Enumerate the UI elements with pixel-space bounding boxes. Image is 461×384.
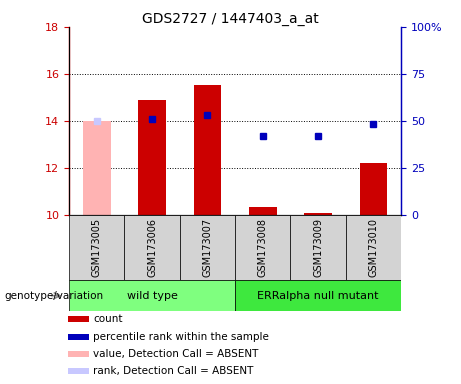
Text: GSM173009: GSM173009 — [313, 218, 323, 277]
Bar — [69, 280, 235, 311]
Bar — [69, 215, 124, 280]
Text: count: count — [93, 314, 123, 324]
Bar — [249, 207, 277, 215]
Text: rank, Detection Call = ABSENT: rank, Detection Call = ABSENT — [93, 366, 254, 376]
Text: GSM173007: GSM173007 — [202, 218, 213, 277]
Bar — [290, 215, 346, 280]
Bar — [124, 215, 180, 280]
Bar — [180, 215, 235, 280]
Text: wild type: wild type — [127, 291, 177, 301]
Text: GSM173005: GSM173005 — [92, 218, 102, 277]
Bar — [235, 215, 290, 280]
Text: GSM173010: GSM173010 — [368, 218, 378, 277]
Text: value, Detection Call = ABSENT: value, Detection Call = ABSENT — [93, 349, 259, 359]
Bar — [235, 280, 401, 311]
Bar — [304, 213, 332, 215]
Bar — [68, 333, 89, 340]
Text: GSM173006: GSM173006 — [147, 218, 157, 277]
Bar — [138, 100, 166, 215]
Text: GDS2727 / 1447403_a_at: GDS2727 / 1447403_a_at — [142, 12, 319, 25]
Bar — [68, 316, 89, 323]
Text: genotype/variation: genotype/variation — [5, 291, 104, 301]
Bar — [83, 121, 111, 215]
Bar — [346, 215, 401, 280]
Bar — [360, 163, 387, 215]
Bar — [194, 84, 221, 215]
Bar — [68, 368, 89, 374]
Text: GSM173008: GSM173008 — [258, 218, 268, 277]
Text: percentile rank within the sample: percentile rank within the sample — [93, 332, 269, 342]
Bar — [68, 351, 89, 357]
Text: ERRalpha null mutant: ERRalpha null mutant — [257, 291, 379, 301]
